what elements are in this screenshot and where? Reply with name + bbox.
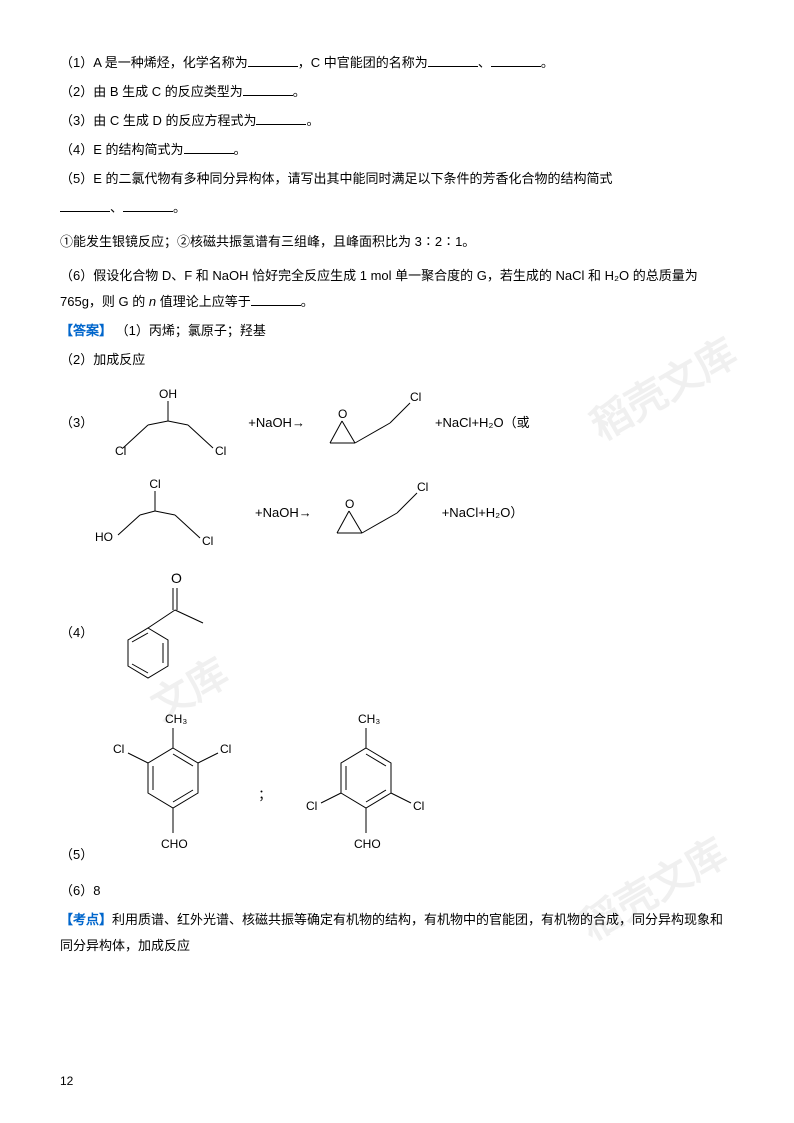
a3b-plus2: +NaCl+H₂O） <box>442 500 524 526</box>
svg-text:O: O <box>338 407 347 421</box>
svg-text:Cl: Cl <box>113 742 124 756</box>
q1-mid: ，C 中官能团的名称为 <box>298 55 428 70</box>
molecule-isomer-2: CH₃ Cl Cl CHO <box>286 708 446 868</box>
svg-text:CHO: CHO <box>354 837 381 851</box>
question-5-cond: ①能发生银镜反应；②核磁共振氢谱有三组峰，且峰面积比为 3∶2∶1。 <box>60 229 734 255</box>
svg-text:Cl: Cl <box>202 534 213 548</box>
q4-text: （4）E 的结构简式为 <box>60 142 184 157</box>
svg-text:OH: OH <box>159 387 177 401</box>
a3b-plus1: +NaOH→ <box>255 500 312 526</box>
svg-text:O: O <box>171 570 182 586</box>
q2-end: 。 <box>293 84 306 99</box>
a5-label: （5） <box>60 842 93 868</box>
q5-sep: 、 <box>110 200 123 215</box>
question-6: （6）假设化合物 D、F 和 NaOH 恰好完全反应生成 1 mol 单一聚合度… <box>60 263 734 315</box>
answer-2: （2）加成反应 <box>60 347 734 373</box>
svg-text:Cl: Cl <box>220 742 231 756</box>
molecule-dichloropropanol-a: OH Cl Cl <box>93 383 243 463</box>
answer-3-reaction-b: Cl HO Cl +NaOH→ O Cl +NaCl+H₂O） <box>90 473 734 553</box>
question-5: （5）E 的二氯代物有多种同分异构体，请写出其中能同时满足以下条件的芳香化合物的… <box>60 166 734 192</box>
blank <box>60 196 110 212</box>
molecule-acetophenone: O <box>93 568 233 698</box>
answer-6: （6）8 <box>60 878 734 904</box>
a3-label: （3） <box>60 410 93 436</box>
blank <box>243 80 293 96</box>
question-2: （2）由 B 生成 C 的反应类型为 。 <box>60 79 734 105</box>
svg-text:Cl: Cl <box>417 480 428 494</box>
molecule-dichloropropanol-b: Cl HO Cl <box>90 473 250 553</box>
blank <box>248 51 298 67</box>
question-5b: 、。 <box>60 195 734 221</box>
svg-text:Cl: Cl <box>149 477 160 491</box>
kaodian-label: 【考点】 <box>60 912 112 927</box>
q1-sep: 、 <box>478 55 491 70</box>
blank <box>251 290 301 306</box>
a2-text: （2）加成反应 <box>60 352 145 367</box>
a6-text: （6）8 <box>60 883 100 898</box>
q6-end: 。 <box>301 294 314 309</box>
question-4: （4）E 的结构简式为 。 <box>60 137 734 163</box>
q5-end: 。 <box>173 200 186 215</box>
svg-text:Cl: Cl <box>306 799 317 813</box>
q1-end: 。 <box>541 55 554 70</box>
blank <box>123 196 173 212</box>
question-3: （3）由 C 生成 D 的反应方程式为 。 <box>60 108 734 134</box>
kaodian: 【考点】利用质谱、红外光谱、核磁共振等确定有机物的结构，有机物中的官能团，有机物… <box>60 907 734 959</box>
answer-3-reaction-a: （3） OH Cl Cl +NaOH→ O Cl +NaCl+H₂O（或 <box>60 383 734 463</box>
answer-5: （5） CH₃ Cl Cl CHO ； CH₃ Cl Cl CHO <box>60 708 734 868</box>
svg-text:Cl: Cl <box>215 444 226 458</box>
question-1: （1）A 是一种烯烃，化学名称为 ，C 中官能团的名称为 、 。 <box>60 50 734 76</box>
blank <box>256 109 306 125</box>
a3-plus2: +NaCl+H₂O（或 <box>435 410 530 436</box>
svg-text:Cl: Cl <box>115 444 126 458</box>
svg-text:CHO: CHO <box>161 837 188 851</box>
blank <box>491 51 541 67</box>
molecule-isomer-1: CH₃ Cl Cl CHO <box>93 708 253 868</box>
svg-text:O: O <box>345 497 354 511</box>
a3-plus1: +NaOH→ <box>248 410 305 436</box>
q4-end: 。 <box>234 142 247 157</box>
svg-text:Cl: Cl <box>410 390 421 404</box>
answer-1: 【答案】 （1）丙烯；氯原子；羟基 <box>60 318 734 344</box>
blank <box>428 51 478 67</box>
svg-text:Cl: Cl <box>413 799 424 813</box>
answer-4: （4） O <box>60 568 734 698</box>
a5-sep: ； <box>258 782 271 808</box>
q3-text: （3）由 C 生成 D 的反应方程式为 <box>60 113 256 128</box>
svg-text:CH₃: CH₃ <box>165 712 187 726</box>
q2-text: （2）由 B 生成 C 的反应类型为 <box>60 84 243 99</box>
q1-text: （1）A 是一种烯烃，化学名称为 <box>60 55 248 70</box>
blank <box>184 138 234 154</box>
a1-text: （1）丙烯；氯原子；羟基 <box>112 323 266 338</box>
molecule-epichlorohydrin-a: O Cl <box>310 383 430 463</box>
q5-text: （5）E 的二氯代物有多种同分异构体，请写出其中能同时满足以下条件的芳香化合物的… <box>60 171 613 186</box>
answer-label: 【答案】 <box>60 323 112 338</box>
kaodian-text: 利用质谱、红外光谱、核磁共振等确定有机物的结构，有机物中的官能团，有机物的合成，… <box>60 912 723 953</box>
molecule-epichlorohydrin-b: O Cl <box>317 473 437 553</box>
q5-cond: ①能发生银镜反应；②核磁共振氢谱有三组峰，且峰面积比为 3∶2∶1。 <box>60 234 475 249</box>
page-number: 12 <box>60 1069 73 1093</box>
svg-text:HO: HO <box>95 530 113 544</box>
q6-post: 值理论上应等于 <box>156 294 251 309</box>
a4-label: （4） <box>60 620 93 646</box>
q3-end: 。 <box>306 113 319 128</box>
svg-text:CH₃: CH₃ <box>358 712 380 726</box>
